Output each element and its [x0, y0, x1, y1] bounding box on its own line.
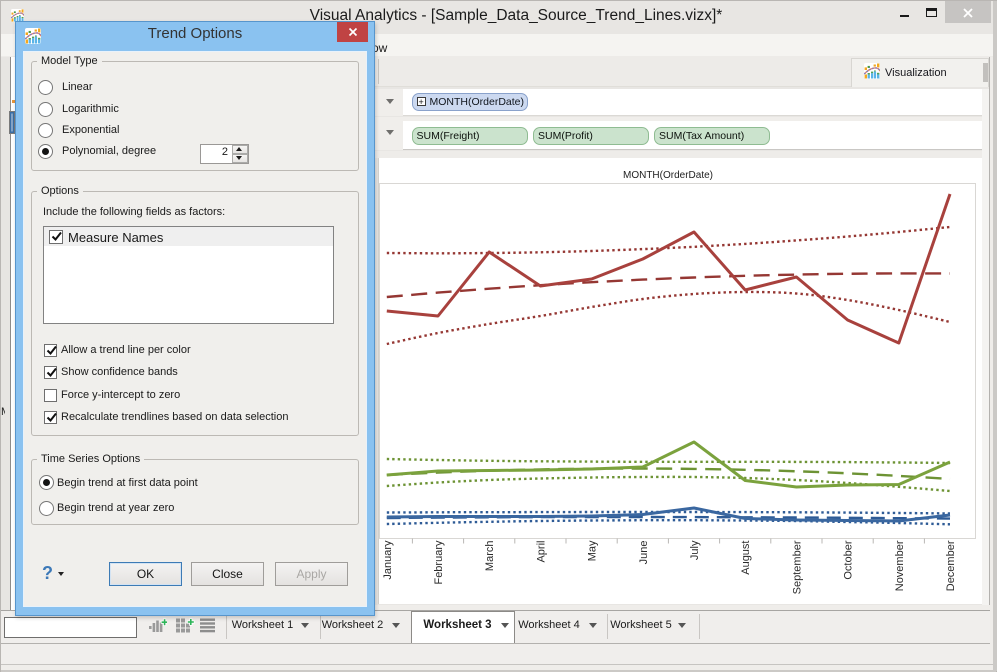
svg-text:April: April	[535, 541, 547, 563]
svg-text:March: March	[484, 541, 496, 572]
svg-text:May: May	[587, 540, 599, 561]
svg-text:November: November	[894, 540, 906, 591]
svg-text:August: August	[740, 541, 752, 575]
svg-text:December: December	[945, 540, 957, 591]
svg-text:February: February	[433, 540, 445, 585]
svg-text:October: October	[843, 540, 855, 579]
svg-text:July: July	[689, 540, 701, 560]
svg-text:June: June	[638, 541, 650, 565]
svg-text:September: September	[791, 540, 803, 594]
svg-text:January: January	[382, 540, 394, 580]
svg-text:MONTH(OrderDate): MONTH(OrderDate)	[623, 170, 713, 181]
